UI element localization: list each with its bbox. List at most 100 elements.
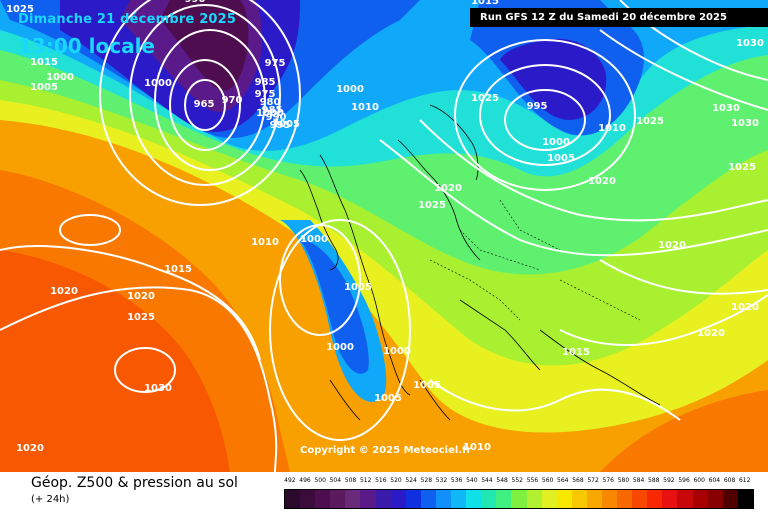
isobar-label: 1005 <box>344 282 372 293</box>
scale-tick-label: 544 <box>481 477 493 484</box>
scale-swatch <box>571 490 587 508</box>
isobar-label: 1005 <box>547 153 575 164</box>
weather-map: 1025101510001005100099097598597096597598… <box>0 0 768 472</box>
scale-tick-label: 492 <box>284 477 296 484</box>
borders <box>429 199 641 321</box>
isobar-label: 1025 <box>6 4 34 15</box>
isobar-label: 990 <box>266 112 287 123</box>
scale-swatch <box>617 490 633 508</box>
isobar-label: 1015 <box>164 264 192 275</box>
isobar-label: 1005 <box>413 380 441 391</box>
scale-swatch <box>405 490 421 508</box>
scale-tick-label: 532 <box>435 477 448 484</box>
scale-tick-label: 584 <box>632 477 645 484</box>
scale-tick-label: 560 <box>541 477 554 484</box>
scale-swatch <box>677 490 693 508</box>
scale-swatch <box>586 490 602 508</box>
scale-swatch <box>345 490 361 508</box>
scale-swatch <box>330 490 346 508</box>
scale-swatch <box>360 490 376 508</box>
scale-tick-labels: 492 496 500 504 508 512 516 520 524 528 532 536 540 5… <box>284 477 754 487</box>
isobar-label: 975 <box>265 58 286 69</box>
scale-swatch <box>556 490 572 508</box>
copyright-notice: Copyright © 2025 Meteociel.fr <box>300 445 472 456</box>
scale-tick-label: 568 <box>572 477 584 484</box>
isobar-label: 1005 <box>30 82 58 93</box>
scale-swatch <box>662 490 678 508</box>
coastlines <box>299 104 661 421</box>
isobar-label: 1020 <box>697 328 725 339</box>
run-info: Run GFS 12 Z du Samedi 20 décembre 2025 <box>470 8 768 27</box>
isobar-label: 1030 <box>736 38 764 49</box>
isobar-label: 1020 <box>434 183 462 194</box>
forecast-date: Dimanche 21 décembre 2025 <box>18 12 237 27</box>
chart-subtitle: (+ 24h) <box>31 494 70 505</box>
isobar-label: 985 <box>255 77 276 88</box>
scale-tick-label: 604 <box>708 477 721 484</box>
isobar-label: 980 <box>260 97 281 108</box>
scale-swatch <box>390 490 406 508</box>
isobar-label: 1005 <box>374 393 402 404</box>
scale-tick-label: 592 <box>663 477 675 484</box>
scale-swatch <box>451 490 467 508</box>
isobar-label: 1000 <box>336 84 364 95</box>
scale-tick-label: 580 <box>617 477 630 484</box>
scale-tick-label: 576 <box>602 477 614 484</box>
scale-tick-label: 612 <box>738 477 751 484</box>
scale-tick-label: 572 <box>587 477 599 484</box>
isobar-label: 1010 <box>463 442 491 453</box>
isobar-label: 1020 <box>588 176 616 187</box>
isobar-label: 1010 <box>351 102 379 113</box>
isobar-labels: 1025101510001005100099097598597096597598… <box>6 0 764 454</box>
isobar-label: 1030 <box>731 118 759 129</box>
isobar-label: 1000 <box>46 72 74 83</box>
isobar-label: 990 <box>185 0 206 5</box>
scale-swatch <box>375 490 391 508</box>
scale-swatch <box>511 490 527 508</box>
scale-tick-label: 548 <box>496 477 508 484</box>
isobar-label: 1015 <box>471 0 499 7</box>
isobar-label: 970 <box>222 95 243 106</box>
isobar-label: 1015 <box>30 57 58 68</box>
scale-tick-label: 540 <box>466 477 478 484</box>
scale-tick-label: 508 <box>344 477 357 484</box>
scale-swatch <box>496 490 512 508</box>
scale-tick-label: 528 <box>420 477 433 484</box>
scale-swatch <box>722 490 738 508</box>
isobar-label: 1020 <box>731 302 759 313</box>
isobar-label: 1025 <box>127 312 155 323</box>
scale-tick-label: 520 <box>390 477 402 484</box>
isobar-label: 1020 <box>658 240 686 251</box>
scale-tick-label: 512 <box>359 477 372 484</box>
scale-swatch <box>541 490 557 508</box>
scale-swatch <box>647 490 663 508</box>
scale-swatch <box>737 490 753 508</box>
scale-swatch <box>300 490 316 508</box>
isobar-label: 1005 <box>272 119 300 130</box>
isobar-label: 1000 <box>542 137 570 148</box>
isobar-label: 1015 <box>562 347 590 358</box>
isobars <box>0 0 768 472</box>
isobar-label: 995 <box>527 101 548 112</box>
isobar-label: 975 <box>255 89 276 100</box>
scale-swatch <box>420 490 436 508</box>
isobar-label: 1000 <box>326 342 354 353</box>
scale-swatch <box>526 490 542 508</box>
forecast-time: 13:00 locale <box>18 34 155 58</box>
scale-tick-label: 500 <box>314 477 326 484</box>
scale-swatch <box>285 490 301 508</box>
scale-tick-label: 600 <box>693 477 705 484</box>
isobar-label: 1020 <box>50 286 78 297</box>
chart-title: Géop. Z500 & pression au sol <box>31 475 238 491</box>
isobar-label: 1010 <box>598 123 626 134</box>
scale-tick-label: 496 <box>299 477 311 484</box>
isobar-label: 1025 <box>471 93 499 104</box>
isobar-label: 1000 <box>300 234 328 245</box>
scale-swatch <box>435 490 452 508</box>
scale-tick-label: 564 <box>557 477 569 484</box>
isobar-label: 1030 <box>144 383 172 394</box>
isobar-label: 1000 <box>256 108 284 119</box>
scale-swatch <box>632 490 648 508</box>
isobar-label: 1020 <box>127 291 155 302</box>
scale-swatch <box>466 490 482 508</box>
